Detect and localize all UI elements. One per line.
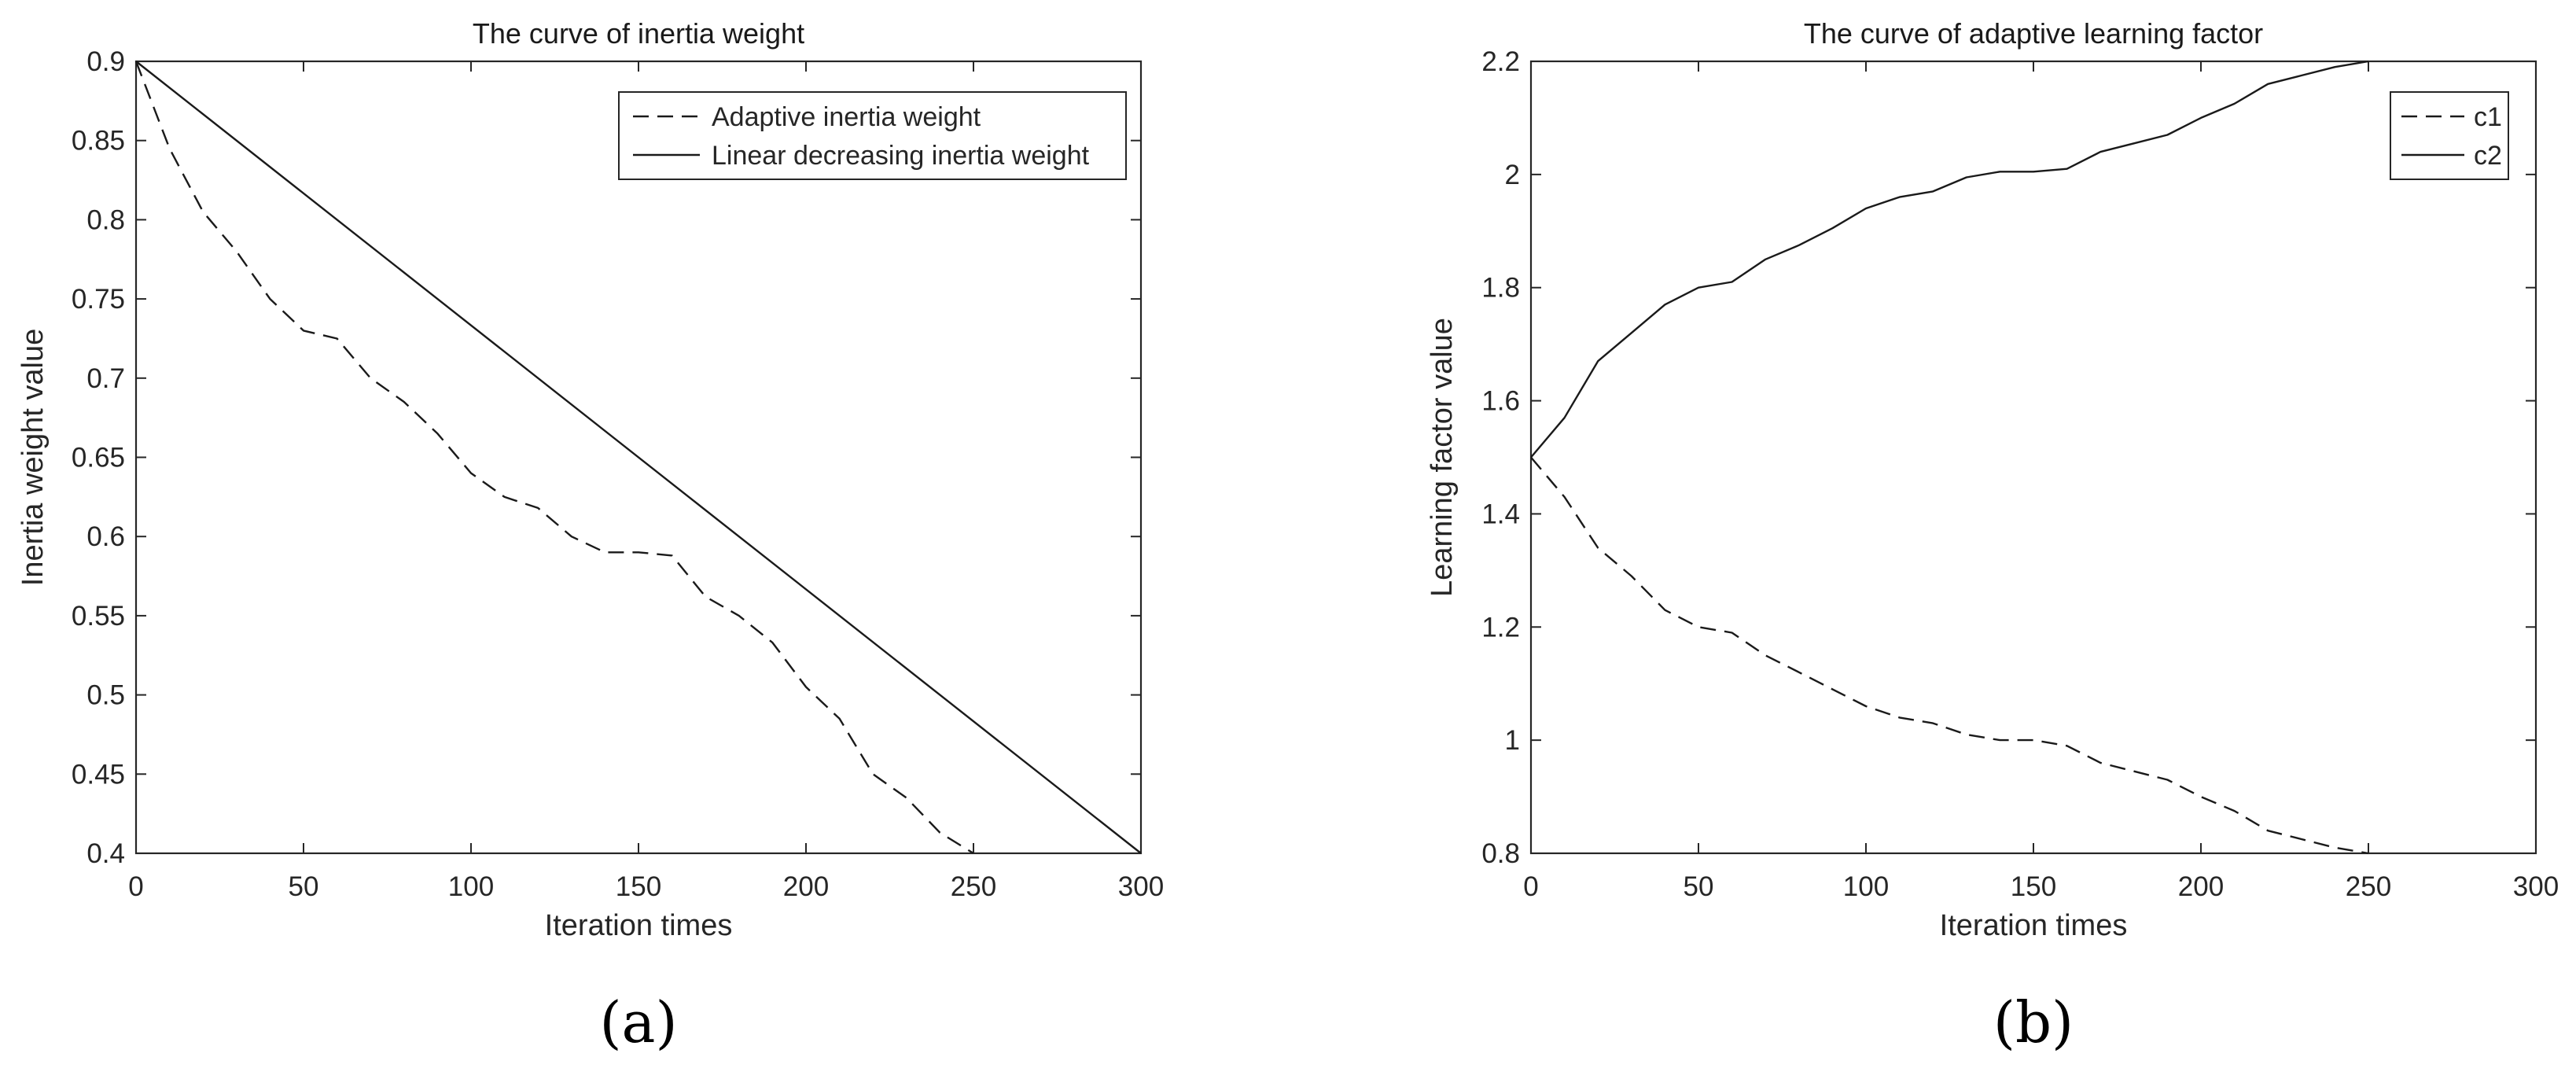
x-tick-label: 150 [2011,871,2056,902]
y-tick-label: 0.5 [86,680,125,711]
y-tick-label: 0.45 [72,759,125,790]
x-tick-label: 150 [616,871,661,902]
y-tick-label: 0.8 [1481,838,1520,869]
x-tick-label: 50 [1684,871,1714,902]
y-axis-label: Learning factor value [1426,318,1459,597]
y-tick-label: 0.85 [72,126,125,157]
y-tick-label: 0.75 [72,284,125,315]
legend-label: c1 [2474,102,2502,132]
legend-box [618,91,1127,180]
y-tick-label: 2.2 [1481,46,1520,77]
x-tick-label: 50 [289,871,319,902]
x-tick-label: 250 [951,871,996,902]
y-tick-label: 0.55 [72,601,125,632]
x-tick-label: 250 [2346,871,2391,902]
y-tick-label: 0.9 [86,46,125,77]
panel-b: 0 50 100 150 200 250 300 0.8 1 1.2 1.4 1.6 1.8 2 2.2 Th… [1426,17,2559,1055]
legend: Adaptive inertia weight Linear decreasing… [618,91,1127,180]
legend-label: Adaptive inertia weight [712,102,981,132]
x-axis-label: Iteration times [545,909,733,942]
x-axis-label: Iteration times [1940,909,2128,942]
y-tick-label: 1.6 [1481,386,1520,417]
chart-title: The curve of inertia weight [473,17,804,50]
plot-area [1529,60,2537,855]
y-tick-label: 1 [1505,725,1520,756]
figure-caption: (b) [1993,989,2074,1055]
x-tick-label: 200 [2178,871,2224,902]
legend-box [2390,91,2509,180]
y-axis-label: Inertia weight value [17,329,50,586]
x-tick-label: 100 [1843,871,1889,902]
series-line-c1 [1530,456,2369,855]
panel-a: 0 50 100 150 200 250 300 0.4 0.45 0.5 0.55 0.6 0.65 0… [17,17,1164,1055]
y-tick-label: 0.7 [86,363,125,394]
series-line-adaptive-inertia-weight [134,61,974,855]
legend-label: c2 [2474,141,2502,171]
x-tick-label: 0 [128,871,143,902]
x-tick-label: 100 [448,871,494,902]
y-tick-label: 0.65 [72,443,125,473]
y-tick-label: 1.4 [1481,499,1520,529]
x-tick-label: 300 [1118,871,1164,902]
series-line-c2 [1530,60,2369,459]
x-tick-label: 300 [2513,871,2559,902]
series-line-linear-decreasing-inertia-weight [135,61,1142,854]
x-tick-label: 0 [1523,871,1538,902]
y-tick-label: 0.4 [86,838,125,869]
x-tick-label: 200 [783,871,829,902]
y-tick-label: 0.6 [86,521,125,552]
legend-label: Linear decreasing inertia weight [712,141,1090,171]
figure-caption: (a) [599,989,677,1055]
y-tick-label: 1.8 [1481,273,1520,304]
y-tick-label: 1.2 [1481,612,1520,643]
y-tick-label: 0.8 [86,204,125,235]
chart-title: The curve of adaptive learning factor [1804,17,2263,50]
y-tick-label: 2 [1505,160,1520,190]
